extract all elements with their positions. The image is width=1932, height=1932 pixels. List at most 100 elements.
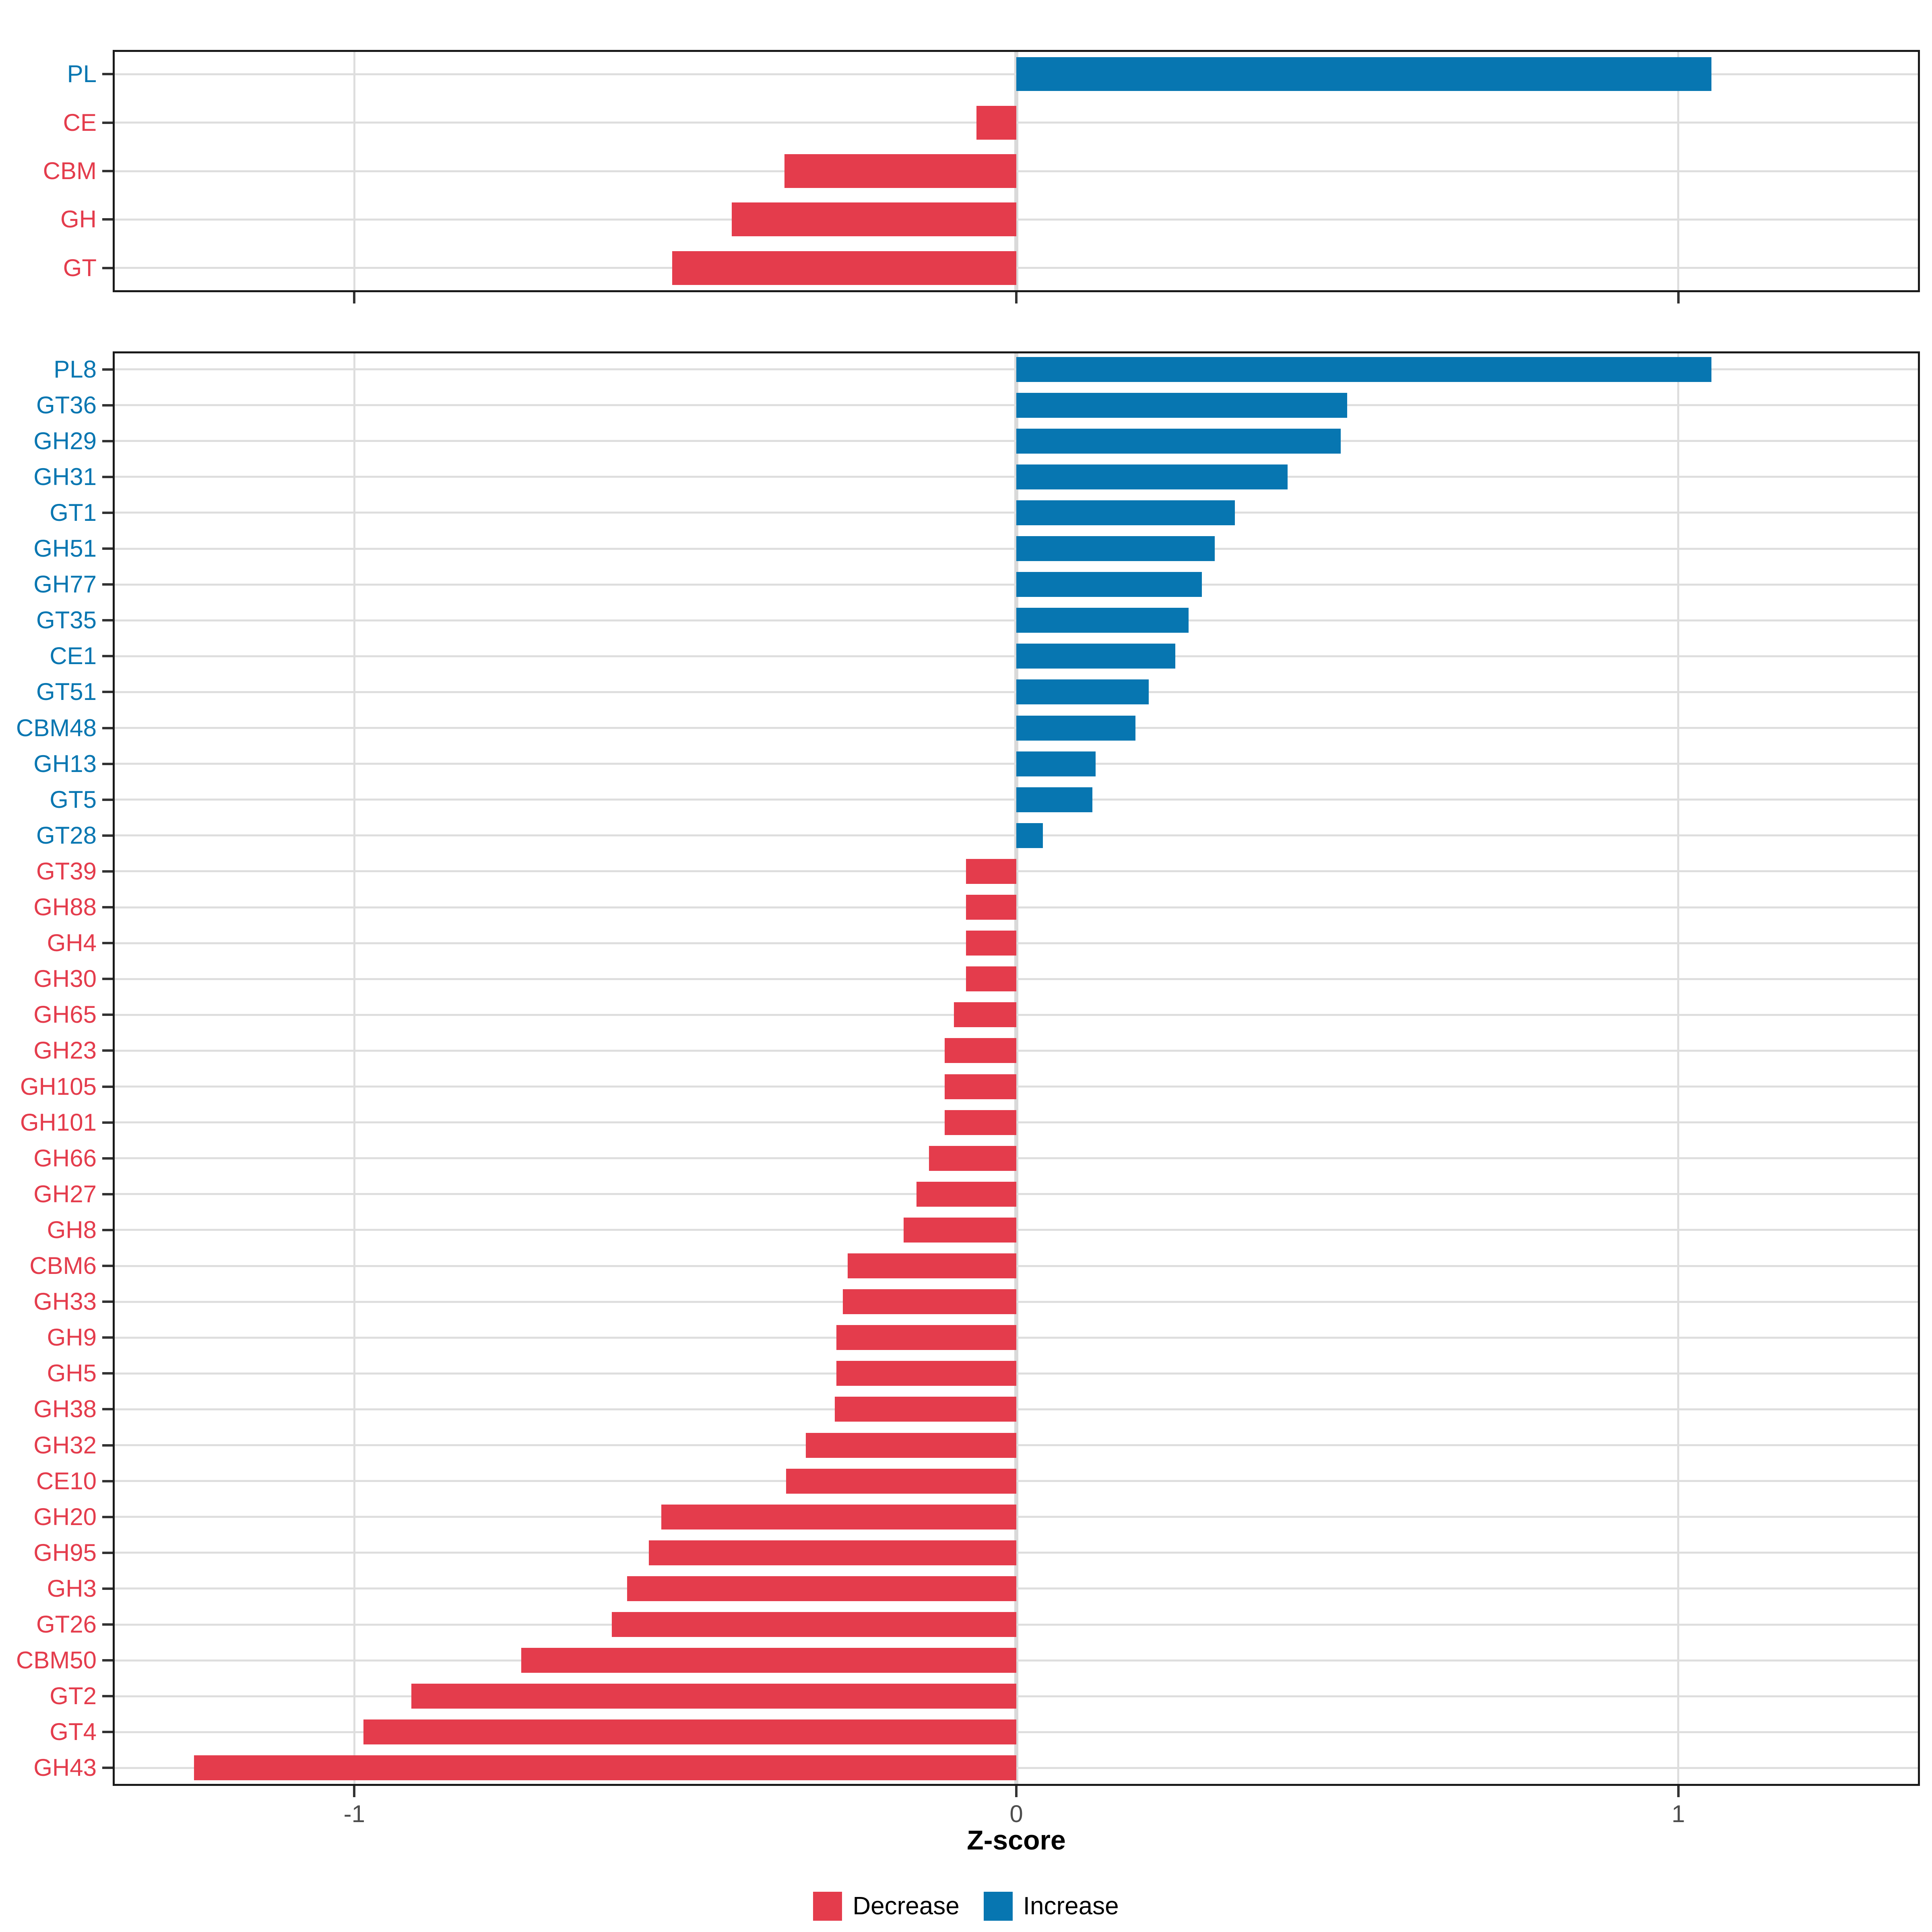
y-tick-GH101 xyxy=(102,1121,113,1124)
y-tick-GH66 xyxy=(102,1157,113,1160)
y-gridline-GH8 xyxy=(113,1229,1920,1231)
x-tick-label-0: 0 xyxy=(1009,1800,1023,1827)
bar-GH8 xyxy=(904,1217,1016,1243)
y-tick-GT2 xyxy=(102,1695,113,1698)
bar-GH31 xyxy=(1016,464,1288,489)
y-axis-label-GH101: GH101 xyxy=(20,1108,97,1136)
x-tick-label-1: 1 xyxy=(1672,1800,1685,1827)
y-axis-label-GH20: GH20 xyxy=(33,1503,97,1530)
y-tick-GH30 xyxy=(102,978,113,980)
y-tick-GT35 xyxy=(102,619,113,622)
y-axis-label-CE10: CE10 xyxy=(36,1467,97,1494)
bar-GH95 xyxy=(649,1540,1016,1565)
bar-PL8 xyxy=(1016,357,1711,382)
y-tick-GH3 xyxy=(102,1587,113,1590)
y-gridline-GH3 xyxy=(113,1587,1920,1590)
y-tick-GH38 xyxy=(102,1408,113,1411)
y-axis-label-GT5: GT5 xyxy=(50,786,97,813)
y-gridline-CBM6 xyxy=(113,1265,1920,1267)
y-axis-label-GH23: GH23 xyxy=(33,1037,97,1064)
y-axis-label-GH66: GH66 xyxy=(33,1144,97,1172)
bar-GH9 xyxy=(836,1325,1016,1350)
y-tick-GH29 xyxy=(102,440,113,442)
y-tick-PL8 xyxy=(102,368,113,371)
bar-GH105 xyxy=(945,1074,1016,1099)
y-axis-label-GT39: GT39 xyxy=(36,857,97,885)
y-gridline-GH30 xyxy=(113,978,1920,980)
y-tick-GT51 xyxy=(102,691,113,694)
y-axis-label-GT36: GT36 xyxy=(36,391,97,419)
y-axis-label-GH38: GH38 xyxy=(33,1395,97,1423)
bar-PL xyxy=(1016,57,1711,91)
y-axis-label-GT51: GT51 xyxy=(36,678,97,706)
y-axis-label-GT1: GT1 xyxy=(50,499,97,526)
bar-GH33 xyxy=(843,1289,1016,1315)
legend-item-decrease: Decrease xyxy=(813,1892,960,1921)
y-tick-CE1 xyxy=(102,655,113,658)
y-gridline-GH xyxy=(113,218,1920,221)
bar-GH101 xyxy=(945,1110,1016,1135)
y-gridline-GH20 xyxy=(113,1516,1920,1518)
legend-label-increase: Increase xyxy=(1023,1892,1119,1920)
bar-GH77 xyxy=(1016,572,1202,597)
bar-GH5 xyxy=(836,1361,1016,1386)
bar-GH32 xyxy=(805,1432,1016,1458)
y-tick-CE10 xyxy=(102,1480,113,1482)
y-tick-GH105 xyxy=(102,1085,113,1088)
y-gridline-GH9 xyxy=(113,1336,1920,1339)
y-axis-label-GH88: GH88 xyxy=(33,894,97,921)
y-gridline-CBM50 xyxy=(113,1659,1920,1662)
y-tick-GH31 xyxy=(102,475,113,478)
y-tick-CBM xyxy=(102,170,113,172)
y-gridline-GH95 xyxy=(113,1552,1920,1554)
y-axis-label-GH29: GH29 xyxy=(33,427,97,454)
bar-CE10 xyxy=(786,1468,1016,1494)
y-tick-GH77 xyxy=(102,583,113,586)
y-gridline-GH27 xyxy=(113,1193,1920,1195)
y-tick-GH23 xyxy=(102,1049,113,1052)
bar-GH65 xyxy=(954,1002,1016,1028)
y-gridline-GH38 xyxy=(113,1408,1920,1410)
y-gridline-GH4 xyxy=(113,942,1920,944)
increase-color-swatch xyxy=(983,1892,1013,1921)
y-axis-label-GT26: GT26 xyxy=(36,1611,97,1638)
legend-item-increase: Increase xyxy=(983,1892,1119,1921)
y-axis-label-CBM6: CBM6 xyxy=(29,1252,97,1280)
y-axis-label-PL: PL xyxy=(67,60,97,88)
y-tick-GH20 xyxy=(102,1515,113,1518)
y-gridline-GH23 xyxy=(113,1049,1920,1052)
bar-GH88 xyxy=(966,895,1016,920)
bar-GH13 xyxy=(1016,751,1096,776)
y-tick-GT36 xyxy=(102,404,113,407)
y-axis-label-PL8: PL8 xyxy=(54,355,97,383)
y-axis-label-GT4: GT4 xyxy=(50,1718,97,1746)
bar-GH27 xyxy=(916,1181,1016,1207)
y-axis-label-GH9: GH9 xyxy=(47,1324,97,1351)
x-tick--1 xyxy=(353,1786,356,1797)
y-axis-label-GH65: GH65 xyxy=(33,1001,97,1028)
y-gridline-GT2 xyxy=(113,1695,1920,1697)
y-axis-label-GH30: GH30 xyxy=(33,965,97,993)
y-tick-GH4 xyxy=(102,942,113,945)
y-axis-label-GH4: GH4 xyxy=(47,929,97,957)
x-tick-1 xyxy=(1677,292,1680,303)
y-gridline-GT xyxy=(113,267,1920,269)
y-axis-label-GH43: GH43 xyxy=(33,1754,97,1781)
y-axis-label-GT: GT xyxy=(63,254,97,281)
y-tick-GH13 xyxy=(102,762,113,765)
y-tick-GH8 xyxy=(102,1228,113,1231)
y-tick-GT5 xyxy=(102,798,113,801)
y-tick-CBM6 xyxy=(102,1265,113,1267)
y-tick-GH51 xyxy=(102,547,113,550)
y-gridline-GT39 xyxy=(113,870,1920,873)
y-tick-GH43 xyxy=(102,1767,113,1769)
y-gridline-GH43 xyxy=(113,1767,1920,1769)
x-tick-0 xyxy=(1015,292,1018,303)
y-gridline-GH32 xyxy=(113,1444,1920,1447)
y-axis-label-GH32: GH32 xyxy=(33,1431,97,1459)
bar-GT5 xyxy=(1016,787,1093,812)
x-tick-1 xyxy=(1677,1786,1680,1797)
y-axis-label-GH51: GH51 xyxy=(33,535,97,562)
y-tick-GH32 xyxy=(102,1444,113,1447)
